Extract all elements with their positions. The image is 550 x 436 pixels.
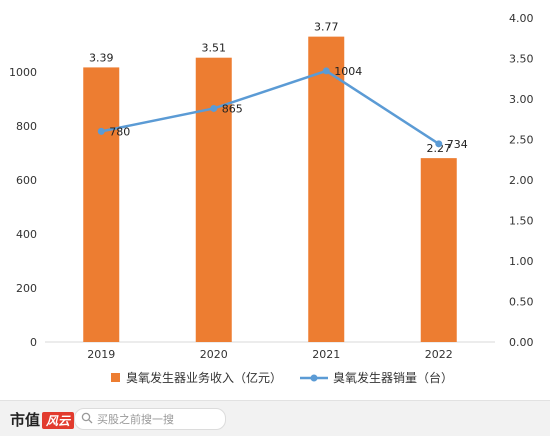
bar-data-label: 3.39 [89,51,114,64]
right-axis-tick-label: 1.00 [509,255,534,268]
line-point [97,127,105,135]
bar-data-label: 3.51 [202,42,227,55]
x-axis-tick-label: 2021 [312,348,340,361]
x-axis-tick-label: 2022 [425,348,453,361]
search-placeholder: 买股之前搜一搜 [97,413,174,426]
combo-chart: 0 200 400 600 800 1000 0.00 0.50 1.00 1.50 2.00 2.5… [9,12,534,385]
left-axis-tick-label: 0 [30,336,37,349]
line-point [435,140,443,148]
left-axis-tick-label: 600 [16,174,37,187]
legend-bar-swatch [111,373,120,382]
line-series [101,69,440,145]
left-axis-tick-label: 800 [16,120,37,133]
right-axis-tick-label: 3.00 [509,93,534,106]
line-data-label: 865 [222,102,243,115]
left-axis-tick-label: 200 [16,282,37,295]
search-icon [81,412,93,424]
line-point [210,104,218,112]
x-axis-tick-label: 2019 [87,348,115,361]
search-box[interactable]: 买股之前搜一搜 [74,408,226,430]
right-axis-tick-label: 2.00 [509,174,534,187]
right-axis-tick-label: 1.50 [509,215,534,228]
right-axis-tick-label: 0.50 [509,296,534,309]
bar [420,158,457,342]
legend-line-label: 臭氧发生器销量（台） [333,370,453,385]
footer-bar: 市值 风云 买股之前搜一搜 [0,400,550,436]
line-data-label: 1004 [334,65,362,78]
bar-data-label: 2.27 [427,142,452,155]
brand-logo[interactable]: 市值 风云 [10,409,75,430]
brand-text: 市值 [10,411,41,429]
left-axis-tick-label: 1000 [9,66,37,79]
bar-data-label: 3.77 [314,21,339,34]
legend-line-marker [310,374,318,382]
bar [308,36,345,342]
line-point [322,67,330,75]
right-axis-tick-label: 4.00 [509,12,534,25]
right-axis-tick-label: 0.00 [509,336,534,349]
line-data-label: 734 [447,138,468,151]
line-data-label: 780 [109,125,130,138]
bar [83,67,120,342]
left-axis-tick-label: 400 [16,228,37,241]
bar [195,57,232,342]
x-axis-tick-label: 2020 [200,348,228,361]
right-axis-tick-label: 2.50 [509,134,534,147]
legend-bar-label: 臭氧发生器业务收入（亿元） [126,370,282,385]
right-axis-tick-label: 3.50 [509,53,534,66]
brand-mark: 风云 [42,412,75,429]
